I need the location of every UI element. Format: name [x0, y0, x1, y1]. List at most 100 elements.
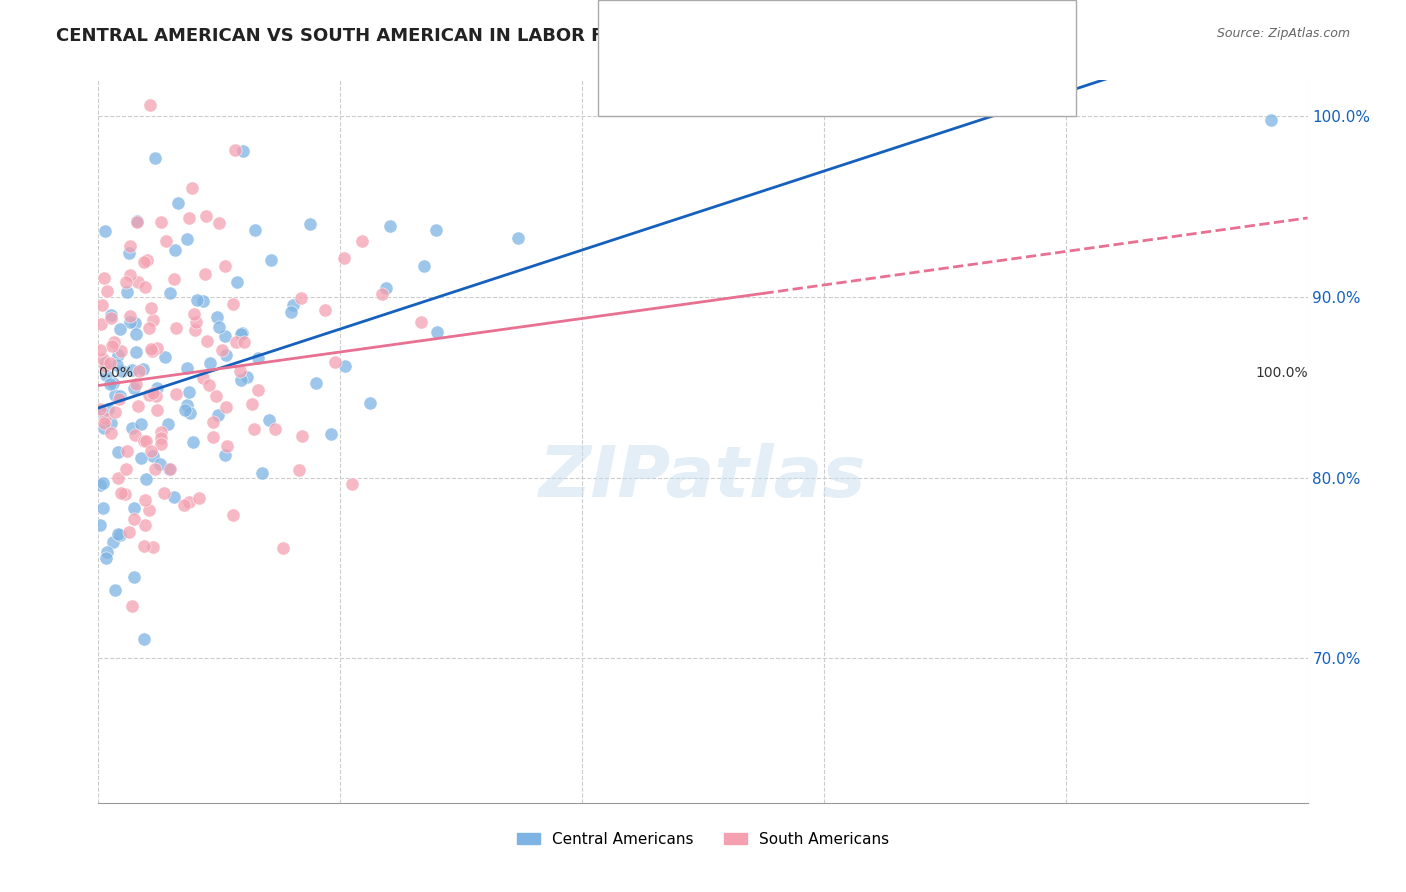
South Americans [288, 463, 311, 477]
Central Americans [163, 491, 186, 505]
South Americans [127, 275, 149, 289]
Central Americans [333, 359, 356, 374]
South Americans [118, 525, 141, 540]
Central Americans [108, 322, 131, 336]
Central Americans [122, 570, 145, 584]
South Americans [110, 486, 132, 500]
Central Americans [257, 413, 280, 427]
South Americans [101, 339, 124, 353]
Text: Source: ZipAtlas.com: Source: ZipAtlas.com [1216, 27, 1350, 40]
South Americans [208, 216, 231, 230]
Central Americans [157, 417, 180, 431]
Central Americans [124, 501, 146, 516]
South Americans [173, 499, 195, 513]
South Americans [153, 485, 176, 500]
South Americans [233, 335, 256, 350]
Central Americans [281, 298, 304, 312]
Central Americans [125, 344, 148, 359]
Text: ZIPatlas: ZIPatlas [540, 443, 866, 512]
South Americans [163, 272, 186, 286]
South Americans [141, 344, 163, 359]
South Americans [243, 422, 266, 436]
South Americans [183, 323, 205, 337]
South Americans [143, 462, 166, 476]
South Americans [132, 539, 155, 553]
South Americans [114, 487, 136, 501]
South Americans [90, 317, 112, 331]
Central Americans [176, 232, 198, 246]
South Americans [120, 268, 142, 282]
Central Americans [193, 293, 215, 308]
South Americans [104, 405, 127, 419]
Central Americans [214, 328, 236, 343]
South Americans [247, 384, 270, 398]
South Americans [134, 279, 156, 293]
Central Americans [225, 275, 247, 289]
Central Americans [215, 348, 238, 362]
Central Americans [131, 450, 153, 465]
South Americans [215, 439, 238, 453]
Central Americans [214, 448, 236, 462]
South Americans [184, 315, 207, 329]
Central Americans [375, 280, 398, 294]
South Americans [93, 417, 115, 431]
Central Americans [247, 351, 270, 365]
South Americans [201, 415, 224, 429]
Central Americans [229, 326, 252, 341]
South Americans [155, 234, 177, 248]
South Americans [211, 343, 233, 357]
South Americans [195, 334, 218, 348]
Central Americans [100, 417, 122, 431]
South Americans [91, 351, 114, 366]
Central Americans [159, 285, 181, 300]
South Americans [96, 284, 118, 298]
Central Americans [121, 363, 143, 377]
South Americans [90, 298, 112, 312]
Central Americans [108, 527, 131, 541]
South Americans [371, 287, 394, 301]
South Americans [340, 477, 363, 491]
Central Americans [110, 364, 132, 378]
South Americans [290, 291, 312, 305]
Central Americans [177, 384, 200, 399]
Central Americans [96, 545, 118, 559]
Central Americans [91, 500, 114, 515]
South Americans [118, 238, 141, 252]
South Americans [350, 234, 373, 248]
Central Americans [108, 389, 131, 403]
Central Americans [229, 373, 252, 387]
South Americans [159, 462, 181, 476]
South Americans [271, 541, 294, 555]
Text: R = -0.040   N = 111: R = -0.040 N = 111 [675, 71, 879, 89]
South Americans [165, 321, 187, 335]
Central Americans [131, 362, 153, 376]
South Americans [138, 321, 160, 335]
South Americans [181, 181, 204, 195]
Central Americans [120, 315, 142, 329]
Central Americans [91, 476, 114, 491]
Central Americans [127, 214, 149, 228]
South Americans [224, 143, 246, 157]
Legend: Central Americans, South Americans: Central Americans, South Americans [510, 826, 896, 853]
Central Americans [122, 381, 145, 395]
Central Americans [506, 231, 529, 245]
South Americans [242, 397, 264, 411]
Text: 100.0%: 100.0% [1256, 366, 1308, 380]
South Americans [114, 461, 136, 475]
South Americans [194, 267, 217, 281]
South Americans [214, 259, 236, 273]
Central Americans [153, 351, 176, 365]
South Americans [89, 402, 111, 417]
South Americans [136, 253, 159, 268]
Central Americans [425, 223, 447, 237]
Central Americans [176, 399, 198, 413]
South Americans [197, 377, 219, 392]
South Americans [150, 425, 173, 439]
South Americans [138, 503, 160, 517]
South Americans [323, 355, 346, 369]
Central Americans [142, 449, 165, 463]
South Americans [100, 310, 122, 325]
Central Americans [207, 408, 229, 422]
South Americans [142, 386, 165, 401]
South Americans [89, 343, 111, 357]
